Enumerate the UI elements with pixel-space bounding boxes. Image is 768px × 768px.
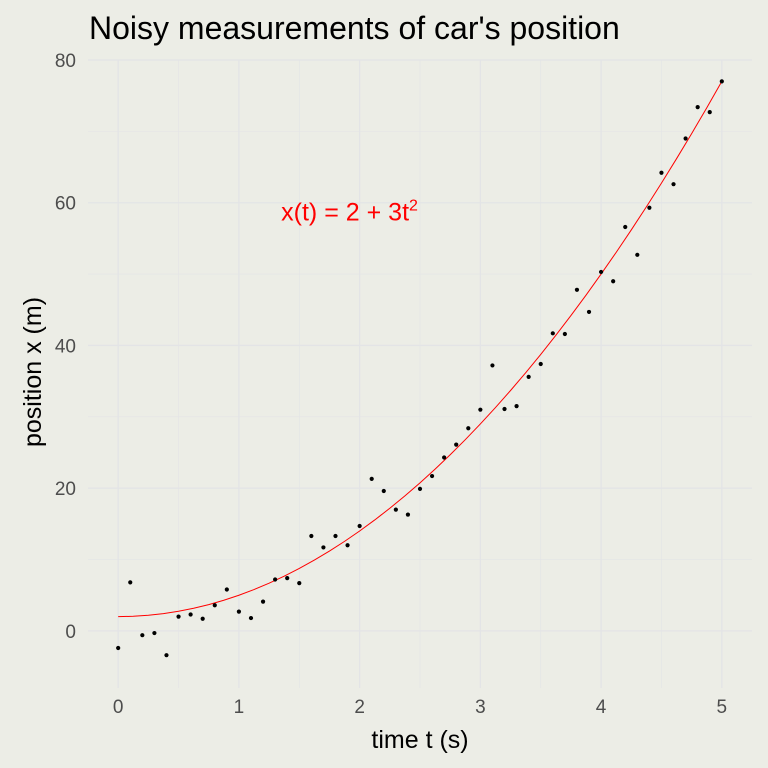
fit-curve-layer — [118, 81, 723, 618]
plot-panel: x(t) = 2 + 3t2 — [88, 59, 752, 688]
data-point — [309, 533, 314, 539]
data-point — [478, 407, 483, 412]
data-point — [538, 361, 543, 367]
y-axis-ticks: 0 20 40 60 80 — [55, 51, 76, 643]
data-point — [417, 486, 423, 491]
data-point — [357, 523, 362, 529]
data-point — [502, 406, 507, 412]
data-point — [297, 580, 302, 586]
data-point — [345, 543, 350, 548]
data-point — [128, 580, 133, 585]
data-point — [635, 252, 640, 257]
data-point — [116, 645, 121, 651]
equation-annotation: x(t) = 2 + 3t2 — [281, 198, 418, 227]
data-point — [164, 653, 169, 658]
data-point — [140, 633, 145, 638]
data-point — [212, 603, 217, 608]
annotation-equals: = — [317, 199, 346, 227]
x-tick-label: 3 — [475, 697, 486, 718]
x-tick-label: 4 — [596, 697, 607, 718]
data-point — [490, 363, 495, 368]
data-point — [429, 473, 435, 479]
data-point — [224, 587, 229, 592]
data-point — [562, 331, 567, 337]
data-point — [248, 615, 254, 621]
data-point — [381, 488, 386, 494]
data-point — [586, 309, 592, 315]
x-tick-label: 2 — [354, 697, 365, 718]
data-point — [466, 426, 471, 431]
data-point — [393, 507, 398, 512]
y-axis-title: position x (m) — [19, 297, 47, 447]
data-point — [285, 576, 290, 581]
data-point — [647, 205, 652, 210]
y-tick-label: 80 — [55, 51, 76, 72]
data-point — [611, 279, 616, 284]
data-point — [442, 455, 447, 460]
chart-title: Noisy measurements of car's position — [89, 10, 620, 46]
x-tick-label: 1 — [234, 697, 245, 718]
x-axis-ticks: 0 1 2 3 4 5 — [113, 697, 727, 718]
data-point — [574, 287, 580, 292]
data-point — [695, 105, 700, 110]
data-point — [707, 109, 712, 115]
data-point — [683, 136, 688, 141]
data-point — [200, 616, 205, 621]
fit-curve — [118, 81, 723, 618]
annotation-exponent: 2 — [409, 198, 418, 215]
data-point — [598, 269, 604, 275]
y-tick-label: 20 — [55, 479, 76, 500]
data-points — [116, 79, 724, 658]
data-point — [514, 404, 519, 409]
data-point — [236, 609, 242, 614]
data-point — [333, 533, 338, 539]
data-point — [321, 545, 326, 550]
data-point — [369, 476, 374, 482]
data-point — [273, 577, 278, 582]
y-tick-label: 60 — [55, 194, 76, 215]
data-point — [671, 182, 676, 187]
y-tick-label: 40 — [55, 336, 76, 357]
data-point — [176, 614, 181, 619]
data-point — [526, 374, 531, 379]
data-point — [260, 599, 266, 604]
x-tick-label: 5 — [717, 697, 728, 718]
data-point — [550, 331, 555, 336]
x-tick-label: 0 — [113, 697, 124, 718]
data-point — [659, 170, 664, 175]
data-point — [152, 630, 157, 636]
data-point — [405, 512, 411, 517]
x-axis-title: time t (s) — [371, 726, 468, 754]
annotation-rhs: 2 + 3t — [346, 199, 409, 227]
data-point — [188, 612, 193, 617]
data-point — [623, 224, 628, 230]
data-point — [719, 79, 724, 84]
y-tick-label: 0 — [65, 622, 76, 643]
data-point — [454, 442, 459, 447]
annotation-lhs: x(t) — [281, 199, 317, 227]
